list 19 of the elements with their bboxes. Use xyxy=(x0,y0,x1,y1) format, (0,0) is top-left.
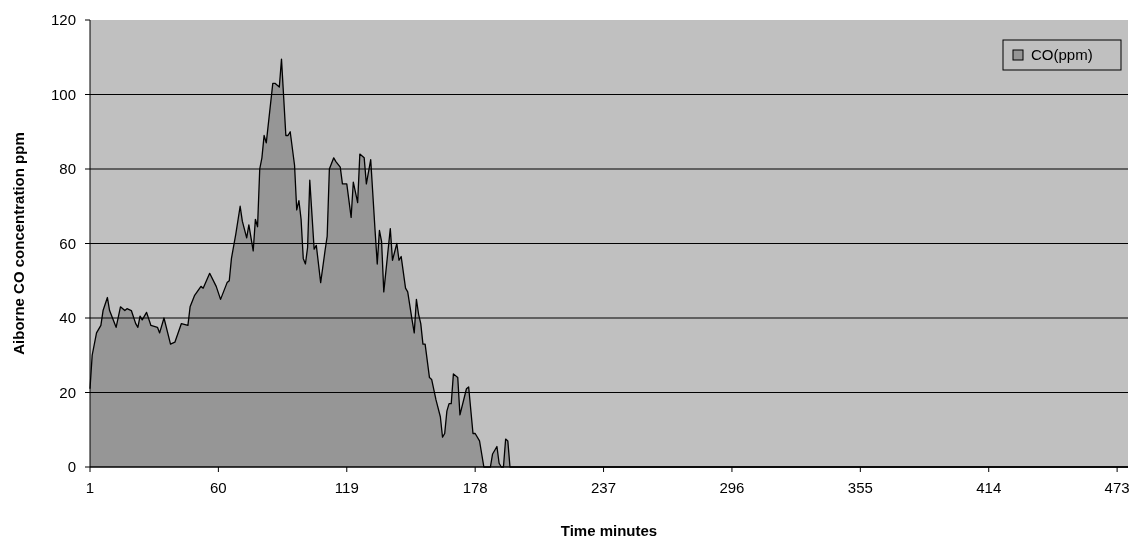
x-tick-label: 237 xyxy=(591,479,617,496)
x-tick-label: 1 xyxy=(85,479,95,496)
x-tick-label: 473 xyxy=(1104,479,1130,496)
y-axis-title: Aiborne CO concentration ppm xyxy=(10,132,27,355)
y-tick-label: 40 xyxy=(59,309,76,327)
x-tick-label: 119 xyxy=(334,479,359,496)
y-tick-label: 80 xyxy=(59,160,76,178)
x-tick-label: 414 xyxy=(976,479,1002,496)
y-tick-label: 100 xyxy=(50,85,76,103)
x-tick-label: 296 xyxy=(719,479,745,496)
x-tick-label: 60 xyxy=(210,479,227,496)
y-tick-label: 0 xyxy=(67,458,76,476)
x-tick-label: 355 xyxy=(847,479,873,496)
y-tick-label: 20 xyxy=(59,383,76,401)
x-tick-label: 178 xyxy=(462,479,488,496)
x-axis-title: Time minutes xyxy=(560,522,658,539)
y-tick-label: 60 xyxy=(59,234,76,252)
y-tick-label: 120 xyxy=(50,11,76,29)
legend-label: CO(ppm) xyxy=(1031,46,1093,64)
